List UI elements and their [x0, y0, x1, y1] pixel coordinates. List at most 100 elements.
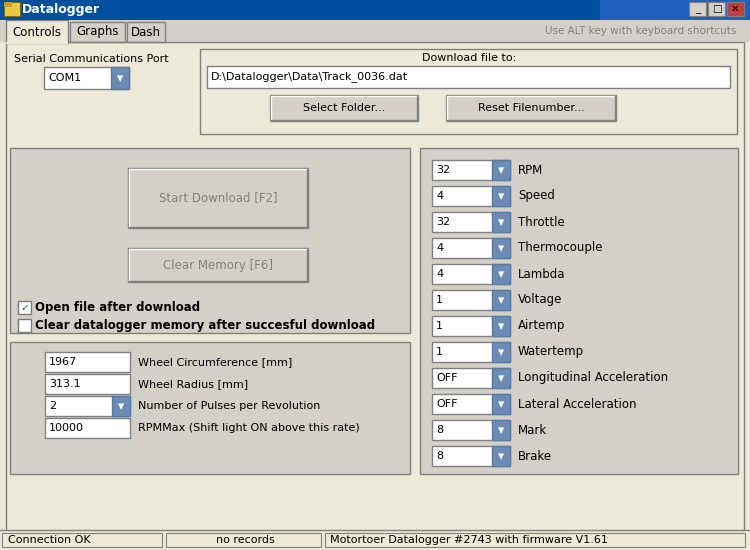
- Bar: [432, 290, 510, 310]
- Text: Voltage: Voltage: [518, 294, 562, 306]
- Text: ✓: ✓: [20, 302, 28, 312]
- Text: D:\Datalogger\Data\Track_0036.dat: D:\Datalogger\Data\Track_0036.dat: [211, 72, 408, 82]
- Text: ▾: ▾: [498, 398, 504, 411]
- Bar: [492, 368, 510, 388]
- Text: ▾: ▾: [498, 216, 504, 229]
- Bar: [432, 368, 510, 388]
- Text: 8: 8: [436, 425, 443, 435]
- Bar: [492, 238, 510, 258]
- Bar: [2, 533, 162, 547]
- Text: Graphs: Graphs: [76, 25, 118, 39]
- Bar: [18, 319, 31, 332]
- Bar: [420, 148, 738, 474]
- Bar: [6, 20, 68, 43]
- Bar: [325, 533, 745, 547]
- Text: Start Download [F2]: Start Download [F2]: [159, 191, 278, 205]
- Text: ▾: ▾: [498, 294, 504, 307]
- Bar: [10, 342, 410, 474]
- Text: 2: 2: [49, 401, 56, 411]
- Bar: [207, 66, 730, 88]
- Text: no records: no records: [216, 535, 274, 545]
- Text: _: _: [694, 4, 700, 14]
- Bar: [0, 530, 750, 550]
- Text: 8: 8: [436, 451, 443, 461]
- Text: Clear Memory [F6]: Clear Memory [F6]: [163, 258, 273, 272]
- Text: OFF: OFF: [436, 373, 457, 383]
- Bar: [0, 0, 750, 20]
- Text: Controls: Controls: [13, 25, 62, 39]
- Bar: [166, 533, 321, 547]
- Bar: [492, 342, 510, 362]
- Text: ▾: ▾: [498, 424, 504, 437]
- Text: Connection OK: Connection OK: [8, 535, 91, 545]
- Bar: [432, 316, 510, 336]
- Text: ▾: ▾: [498, 320, 504, 333]
- Bar: [432, 446, 510, 466]
- Bar: [432, 420, 510, 440]
- Bar: [200, 49, 737, 134]
- Bar: [727, 2, 744, 16]
- Bar: [270, 95, 418, 121]
- Text: Serial Communications Port: Serial Communications Port: [14, 54, 169, 64]
- Text: ▾: ▾: [498, 190, 504, 203]
- Text: Speed: Speed: [518, 190, 555, 202]
- Text: □: □: [712, 4, 722, 14]
- Text: Throttle: Throttle: [518, 216, 565, 228]
- Bar: [10, 148, 410, 333]
- Text: Longitudinal Acceleration: Longitudinal Acceleration: [518, 371, 668, 384]
- Text: Airtemp: Airtemp: [518, 320, 566, 333]
- Text: Datalogger: Datalogger: [22, 3, 101, 16]
- Bar: [111, 67, 129, 89]
- Bar: [492, 316, 510, 336]
- Bar: [127, 22, 165, 42]
- Text: ▾: ▾: [118, 400, 124, 413]
- Text: Dash: Dash: [131, 25, 161, 39]
- Text: ▾: ▾: [498, 242, 504, 255]
- Bar: [4, 2, 20, 16]
- Text: 10000: 10000: [49, 423, 84, 433]
- Text: 313.1: 313.1: [49, 379, 81, 389]
- Text: Use ALT key with keyboard shortcuts: Use ALT key with keyboard shortcuts: [545, 26, 736, 36]
- Bar: [492, 264, 510, 284]
- Bar: [708, 2, 725, 16]
- Bar: [4, 2, 12, 7]
- Bar: [432, 238, 510, 258]
- Text: Mark: Mark: [518, 424, 548, 437]
- Text: RPM: RPM: [518, 163, 543, 177]
- Text: Number of Pulses per Revolution: Number of Pulses per Revolution: [138, 401, 320, 411]
- Text: COM1: COM1: [48, 73, 81, 83]
- Bar: [432, 394, 510, 414]
- Text: ▾: ▾: [117, 72, 123, 85]
- Bar: [45, 396, 130, 416]
- Text: 4: 4: [436, 243, 443, 253]
- Text: Wheel Radius [mm]: Wheel Radius [mm]: [138, 379, 248, 389]
- Text: 1967: 1967: [49, 357, 77, 367]
- Bar: [70, 22, 125, 42]
- Bar: [492, 186, 510, 206]
- Bar: [44, 67, 129, 89]
- Bar: [492, 446, 510, 466]
- Bar: [128, 248, 308, 282]
- Bar: [270, 95, 418, 121]
- Bar: [432, 342, 510, 362]
- Text: 4: 4: [436, 269, 443, 279]
- Bar: [45, 418, 130, 438]
- Text: ▾: ▾: [498, 450, 504, 463]
- Text: Watertemp: Watertemp: [518, 345, 584, 359]
- Bar: [45, 374, 130, 394]
- Bar: [492, 420, 510, 440]
- Text: 1: 1: [436, 321, 443, 331]
- Text: 32: 32: [436, 165, 450, 175]
- Bar: [0, 0, 600, 20]
- Text: OFF: OFF: [436, 399, 457, 409]
- Text: Thermocouple: Thermocouple: [518, 241, 602, 255]
- Text: RPMMax (Shift light ON above this rate): RPMMax (Shift light ON above this rate): [138, 423, 360, 433]
- Bar: [18, 301, 31, 314]
- Bar: [432, 186, 510, 206]
- Text: ▾: ▾: [498, 268, 504, 281]
- Text: Clear datalogger memory after succesful download: Clear datalogger memory after succesful …: [35, 319, 375, 332]
- Bar: [492, 394, 510, 414]
- Bar: [446, 95, 616, 121]
- Text: Select Folder...: Select Folder...: [303, 103, 386, 113]
- Text: Download file to:: Download file to:: [422, 53, 516, 63]
